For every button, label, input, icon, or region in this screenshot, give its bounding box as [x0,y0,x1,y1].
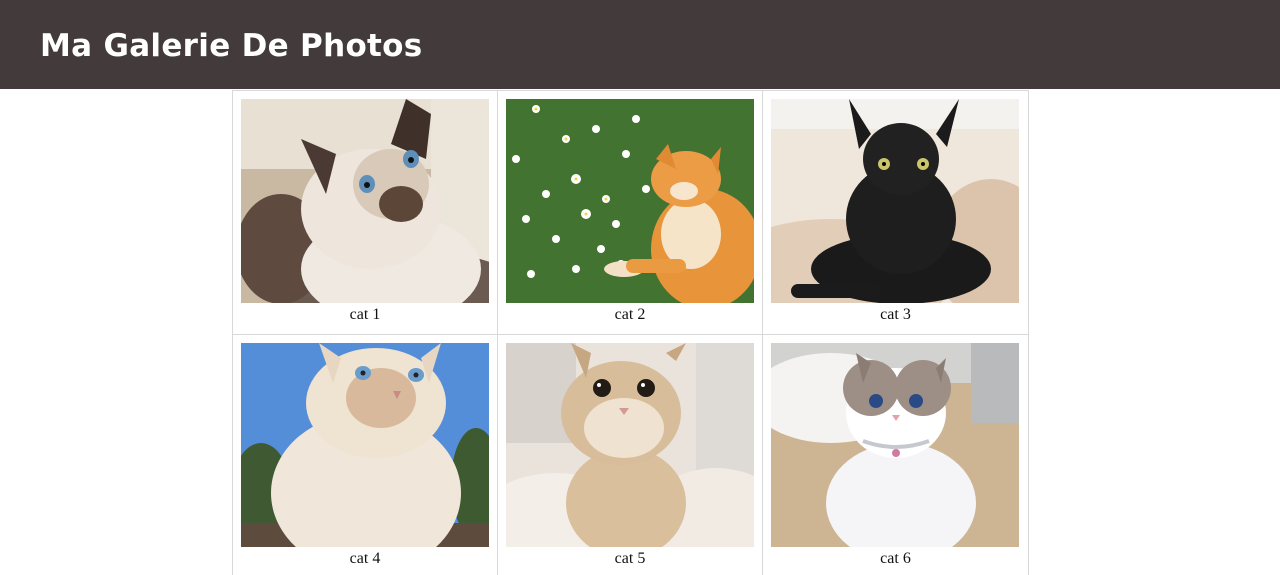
photo-caption: cat 3 [880,306,911,323]
siamese-cat-image [241,99,489,303]
gallery-item[interactable]: cat 5 [497,334,763,575]
photo-gallery: cat 1 [232,90,1029,575]
cat-photo[interactable] [241,99,489,303]
black-cat-image [771,99,1019,303]
fluffy-cat-image [241,343,489,547]
cat-photo[interactable] [241,343,489,547]
photo-caption: cat 4 [349,550,381,567]
cat-photo[interactable] [771,343,1019,547]
photo-caption: cat 5 [614,550,646,567]
gallery-item[interactable]: cat 1 [232,90,498,335]
gallery-item[interactable]: cat 6 [762,334,1029,575]
page-title: Ma Galerie De Photos [40,28,423,64]
photo-caption: cat 2 [614,306,646,323]
ragdoll-cat-image [771,343,1019,547]
page-header: Ma Galerie De Photos [0,0,1280,89]
cat-photo[interactable] [771,99,1019,303]
gallery-item[interactable]: cat 2 [497,90,763,335]
gallery-item[interactable]: cat 3 [762,90,1029,335]
cat-photo[interactable] [506,99,754,303]
photo-caption: cat 1 [349,306,381,323]
gallery-item[interactable]: cat 4 [232,334,498,575]
photo-caption: cat 6 [880,550,911,567]
orange-cat-image [506,99,754,303]
golden-cat-image [506,343,754,547]
cat-photo[interactable] [506,343,754,547]
